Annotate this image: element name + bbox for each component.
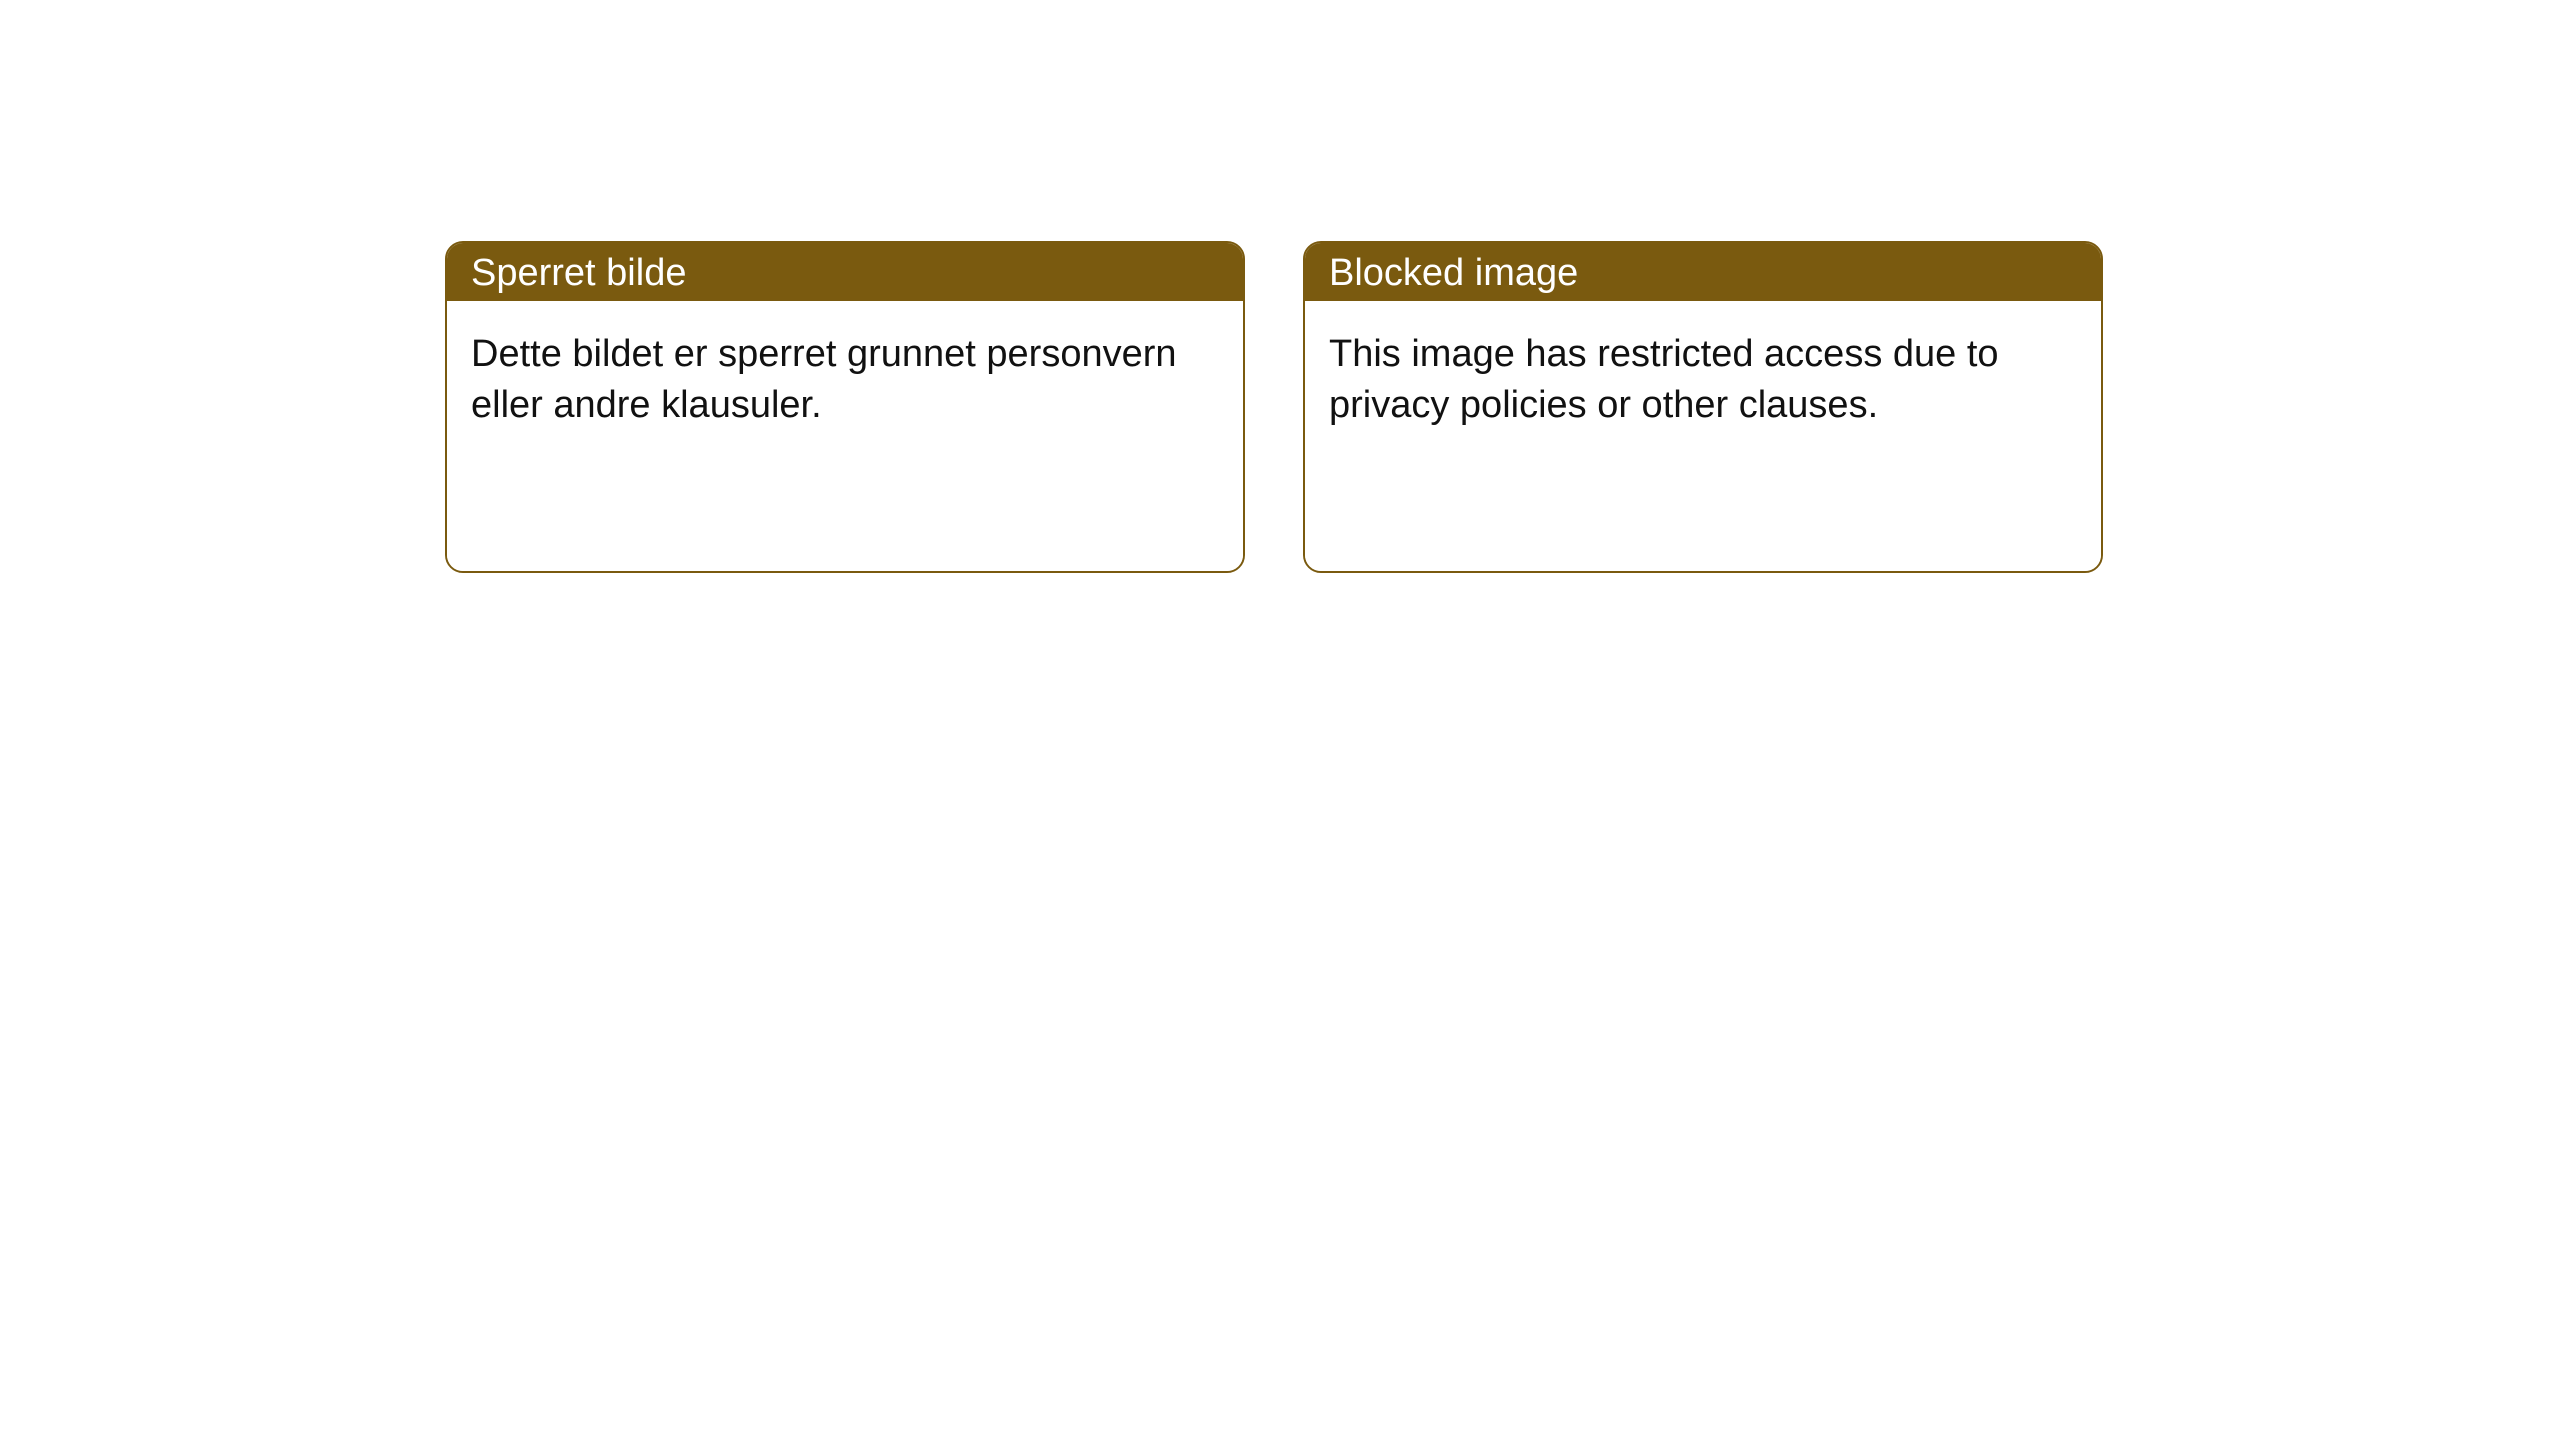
blocked-image-notice-no: Sperret bilde Dette bildet er sperret gr… [445, 241, 1245, 573]
notice-body-no: Dette bildet er sperret grunnet personve… [447, 301, 1243, 573]
notice-header-no: Sperret bilde [447, 243, 1243, 301]
notice-body-en: This image has restricted access due to … [1305, 301, 2101, 573]
notice-header-en: Blocked image [1305, 243, 2101, 301]
blocked-image-notice-en: Blocked image This image has restricted … [1303, 241, 2103, 573]
page-canvas: Sperret bilde Dette bildet er sperret gr… [0, 0, 2560, 1440]
